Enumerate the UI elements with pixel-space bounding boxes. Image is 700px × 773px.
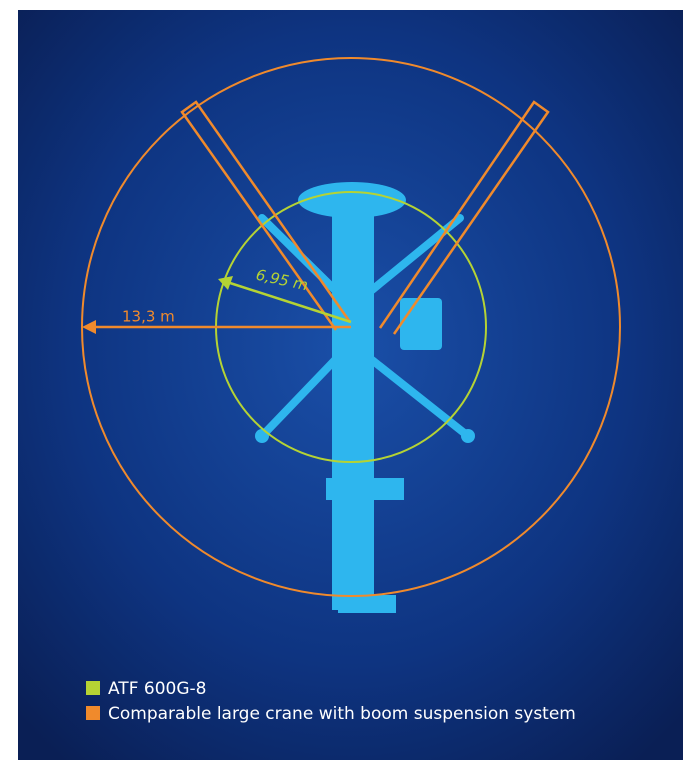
green-arrow bbox=[218, 276, 233, 290]
green-radius-line bbox=[229, 281, 352, 324]
legend-label: ATF 600G-8 bbox=[108, 679, 206, 699]
orange-radius-label: 13,3 m bbox=[122, 308, 175, 326]
legend-swatch bbox=[86, 681, 100, 695]
legend: ATF 600G-8 Comparable large crane with bo… bbox=[86, 679, 576, 724]
legend-swatch bbox=[86, 706, 100, 720]
crane-silhouette bbox=[255, 182, 475, 613]
legend-label: Comparable large crane with boom suspens… bbox=[108, 704, 576, 724]
orange-arrow bbox=[82, 320, 96, 334]
boom-suspension bbox=[180, 100, 550, 335]
